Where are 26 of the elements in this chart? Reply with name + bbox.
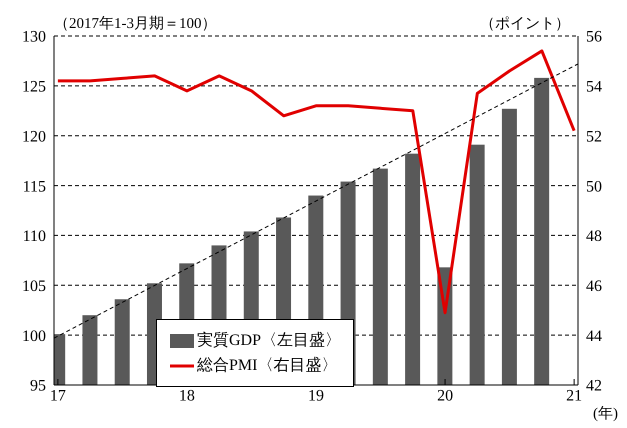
y2-tick-label: 42 <box>586 378 602 395</box>
y-tick-label: 130 <box>22 28 46 46</box>
y-tick-label: 115 <box>22 178 46 196</box>
y-tick-label: 125 <box>22 78 46 96</box>
y-tick-label: 120 <box>22 128 46 146</box>
y2-tick-label: 44 <box>586 328 602 345</box>
y-axis-title: （2017年1-3月期＝100） <box>54 14 216 33</box>
y2-tick-label: 54 <box>586 78 602 96</box>
legend-label: 実質GDP〈左目盛〉 <box>197 330 342 351</box>
y-tick-label: 105 <box>22 278 46 295</box>
legend-label: 総合PMI〈右目盛〉 <box>197 356 338 376</box>
y-tick-label: 100 <box>22 328 46 345</box>
y2-axis-title: （ポイント） <box>480 15 570 33</box>
x-tick-label: 19 <box>308 387 324 404</box>
y2-tick-label: 56 <box>586 28 602 46</box>
y2-tick-label: 52 <box>586 128 602 146</box>
x-tick-label: 21 <box>566 387 582 404</box>
y-tick-label: 110 <box>22 228 46 246</box>
y2-tick-label: 50 <box>586 178 602 196</box>
y2-tick-label: 46 <box>586 278 602 295</box>
x-axis-title: (年) <box>593 405 618 423</box>
x-tick-label: 18 <box>178 387 195 404</box>
x-tick-label: 20 <box>437 387 454 404</box>
y-tick-label: 95 <box>30 378 46 395</box>
y2-tick-label: 48 <box>586 228 602 246</box>
x-tick-label: 17 <box>50 387 66 404</box>
